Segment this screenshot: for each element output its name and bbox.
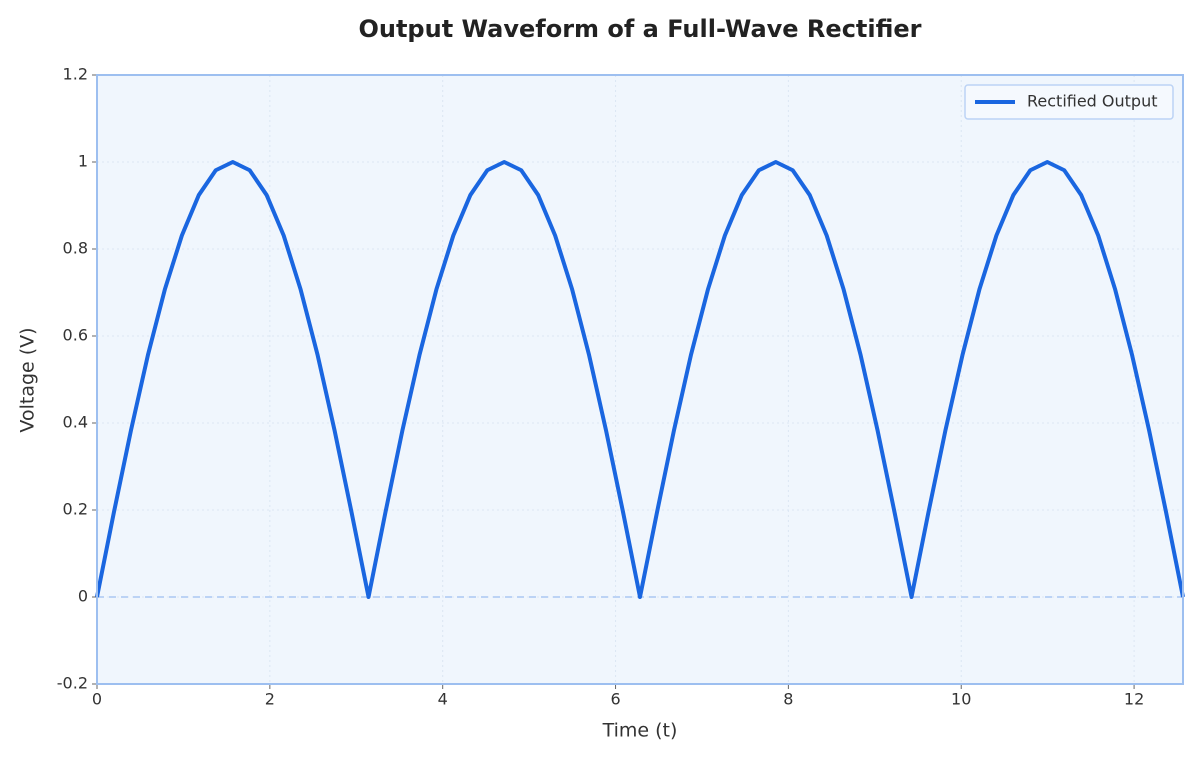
x-tick-label: 8 <box>783 690 793 709</box>
x-tick-label: 0 <box>92 690 102 709</box>
x-tick-label: 4 <box>438 690 448 709</box>
data-line <box>95 160 1185 599</box>
y-axis-label: Voltage (V) <box>17 327 39 432</box>
x-tick-label: 12 <box>1124 690 1144 709</box>
plot-area <box>97 75 1183 684</box>
y-tick-label: 0.4 <box>63 413 88 432</box>
x-axis-label: Time (t) <box>602 720 678 742</box>
y-tick-label: 0.6 <box>63 326 88 345</box>
plot-frame <box>96 74 1184 685</box>
y-tick-label: -0.2 <box>57 674 88 693</box>
legend-label: Rectified Output <box>1027 92 1158 111</box>
x-tick-label: 6 <box>610 690 620 709</box>
y-tick-label: 1.2 <box>63 65 88 84</box>
y-tick-label: 0 <box>78 587 88 606</box>
x-tick-label: 10 <box>951 690 971 709</box>
y-tick-label: 0.8 <box>63 239 88 258</box>
legend-box <box>964 84 1174 120</box>
chart-title: Output Waveform of a Full-Wave Rectifier <box>358 15 921 43</box>
y-tick-label: 0.2 <box>63 500 88 519</box>
y-tick-label: 1 <box>78 152 88 171</box>
x-tick-label: 2 <box>265 690 275 709</box>
